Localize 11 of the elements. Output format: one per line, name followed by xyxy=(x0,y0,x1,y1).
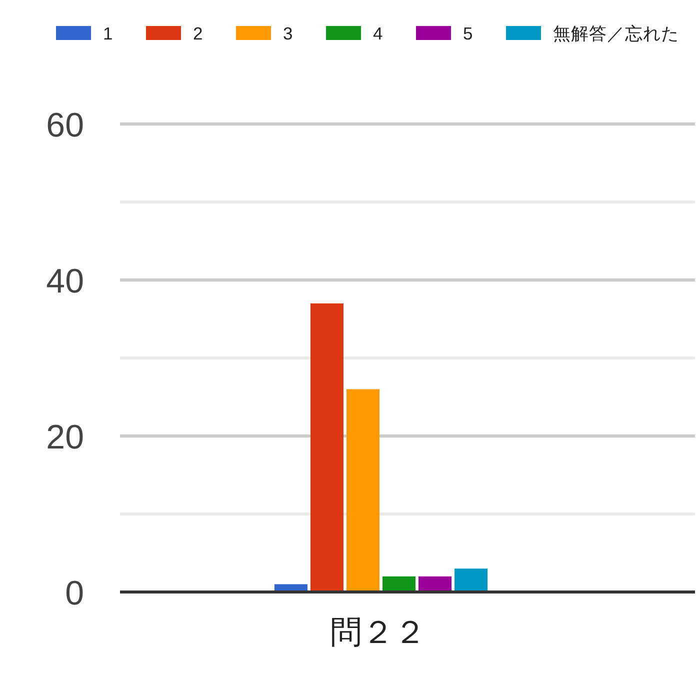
legend-label: 5 xyxy=(463,24,473,44)
y-tick-label: 20 xyxy=(46,418,84,456)
y-tick-label: 0 xyxy=(65,574,84,612)
y-tick-label: 40 xyxy=(46,262,84,300)
legend-label: 4 xyxy=(373,24,383,44)
legend-label: 無解答／忘れた xyxy=(553,24,679,44)
legend-label: 1 xyxy=(103,24,113,44)
y-tick-label: 60 xyxy=(46,106,84,144)
legend-label: 2 xyxy=(193,24,203,44)
x-labels: 問２２ xyxy=(330,614,426,650)
legend-label: 3 xyxy=(283,24,293,44)
